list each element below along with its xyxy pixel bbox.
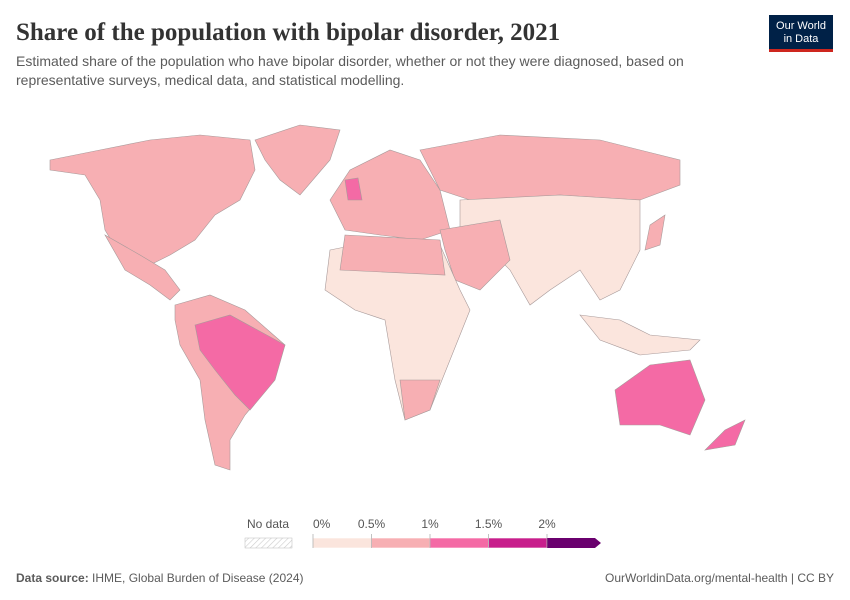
legend-bin bbox=[429, 537, 489, 549]
logo-text: in Data bbox=[784, 33, 820, 45]
land bbox=[49, 134, 256, 271]
logo-bar bbox=[769, 49, 833, 52]
land bbox=[704, 419, 746, 451]
legend-no-data bbox=[244, 537, 293, 549]
land bbox=[614, 359, 706, 436]
land bbox=[329, 149, 451, 241]
land bbox=[419, 134, 681, 201]
land bbox=[194, 314, 286, 411]
footer-url[interactable]: OurWorldinData.org/mental-health | CC BY bbox=[605, 571, 834, 585]
legend-tick-label: 1.5% bbox=[475, 517, 503, 531]
land bbox=[339, 234, 446, 276]
land bbox=[439, 219, 511, 291]
legend: No data 0% 0.5% 1% 1.5% 2% bbox=[244, 517, 601, 549]
source-label: Data source: bbox=[16, 571, 89, 585]
subtitle: Estimated share of the population who ha… bbox=[16, 53, 684, 69]
legend-no-data-label: No data bbox=[247, 517, 289, 531]
logo[interactable]: Our World in Data bbox=[769, 15, 833, 52]
land bbox=[254, 124, 341, 196]
legend-bin-open bbox=[547, 538, 601, 548]
land bbox=[344, 177, 363, 201]
footer-source: Data source: IHME, Global Burden of Dise… bbox=[16, 571, 303, 585]
land bbox=[579, 314, 701, 356]
source: IHME, Global Burden of Disease (2024) bbox=[92, 571, 303, 585]
legend-tick-label: 1% bbox=[421, 517, 439, 531]
legend-bin bbox=[488, 537, 548, 549]
legend-tick-label: 0% bbox=[313, 517, 331, 531]
land bbox=[399, 379, 441, 421]
land bbox=[644, 214, 666, 251]
legend-tick-label: 0.5% bbox=[358, 517, 386, 531]
title: Share of the population with bipolar dis… bbox=[16, 19, 560, 46]
logo-box bbox=[769, 15, 833, 51]
legend-tick-label: 2% bbox=[538, 517, 556, 531]
subtitle: representative surveys, medical data, an… bbox=[16, 72, 404, 88]
logo-text: Our World bbox=[776, 20, 826, 32]
legend-bin bbox=[371, 537, 431, 549]
map bbox=[49, 124, 746, 471]
land bbox=[104, 234, 181, 301]
legend-bin bbox=[312, 537, 372, 549]
